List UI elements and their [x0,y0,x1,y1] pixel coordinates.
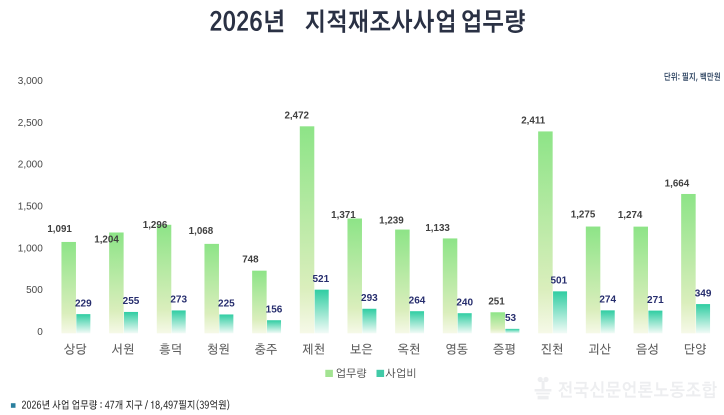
svg-text:271: 271 [647,295,664,306]
svg-text:229: 229 [75,298,92,309]
svg-text:293: 293 [361,293,378,304]
svg-text:273: 273 [170,295,187,306]
svg-text:53: 53 [505,313,517,324]
svg-text:1,000: 1,000 [18,243,43,254]
svg-text:240: 240 [456,297,473,308]
svg-text:0: 0 [37,327,43,338]
svg-text:1,133: 1,133 [425,223,450,234]
svg-text:500: 500 [26,285,43,296]
svg-text:1,239: 1,239 [379,215,404,226]
svg-text:1,500: 1,500 [18,202,43,213]
svg-text:156: 156 [266,304,283,315]
svg-text:501: 501 [550,276,567,287]
svg-text:225: 225 [218,299,235,310]
svg-text:1,296: 1,296 [143,220,168,231]
svg-text:2,500: 2,500 [18,118,43,129]
svg-text:521: 521 [312,274,329,285]
svg-text:255: 255 [123,296,140,307]
svg-text:1,204: 1,204 [94,235,119,246]
svg-text:1,275: 1,275 [571,209,596,220]
svg-text:264: 264 [409,295,426,306]
svg-text:1,664: 1,664 [665,178,690,189]
svg-text:1,068: 1,068 [189,226,214,237]
svg-text:1,274: 1,274 [618,210,643,221]
svg-text:1,371: 1,371 [331,210,356,221]
svg-text:2,472: 2,472 [284,111,309,122]
svg-text:349: 349 [695,288,712,299]
svg-text:748: 748 [242,254,259,265]
svg-text:2,000: 2,000 [18,160,43,171]
svg-text:251: 251 [488,296,505,307]
svg-text:1,091: 1,091 [47,224,72,235]
svg-text:2,411: 2,411 [521,115,546,126]
svg-text:274: 274 [599,295,616,306]
svg-text:3,000: 3,000 [18,76,43,87]
